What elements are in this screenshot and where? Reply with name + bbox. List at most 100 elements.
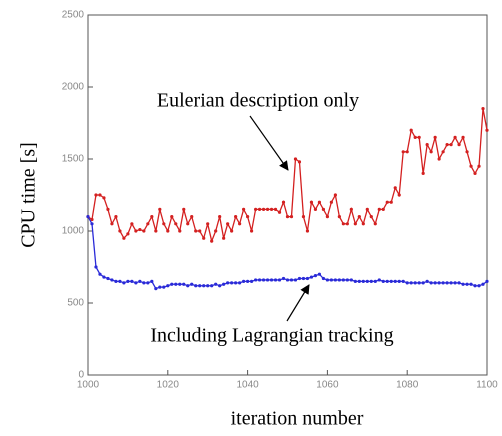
data-point	[365, 207, 369, 211]
data-point	[277, 210, 282, 214]
data-point	[281, 276, 286, 281]
data-point	[301, 276, 306, 281]
data-point	[417, 135, 421, 139]
data-point	[226, 281, 230, 285]
data-point	[178, 229, 182, 233]
data-point	[182, 282, 186, 286]
data-point	[341, 278, 345, 282]
data-point	[457, 143, 461, 147]
annotation: Eulerian description only	[157, 90, 359, 112]
data-point	[194, 229, 198, 233]
y-tick-label: 2000	[62, 82, 85, 93]
data-point	[222, 236, 226, 240]
data-point	[194, 284, 198, 288]
data-point	[333, 193, 337, 197]
data-point	[174, 282, 178, 286]
data-point	[246, 215, 250, 219]
y-tick-label: 500	[67, 298, 84, 309]
data-point	[413, 135, 417, 139]
data-point	[190, 282, 194, 286]
data-point	[313, 207, 318, 211]
x-tick-label: 1100	[476, 380, 498, 391]
data-point	[265, 278, 270, 282]
data-point	[122, 236, 126, 240]
data-point	[453, 135, 457, 139]
data-point	[158, 207, 162, 211]
data-point	[389, 279, 393, 283]
data-point	[353, 279, 357, 283]
data-point	[138, 227, 142, 232]
data-point	[202, 284, 206, 288]
data-point	[457, 281, 461, 285]
data-point	[385, 200, 389, 204]
x-tick-label: 1080	[396, 380, 419, 391]
data-point	[381, 279, 385, 283]
data-point	[433, 135, 437, 139]
data-point	[413, 281, 417, 285]
data-point	[465, 150, 469, 154]
data-point	[122, 281, 126, 285]
data-point	[218, 284, 222, 288]
data-point	[186, 284, 190, 288]
data-point	[106, 276, 110, 281]
data-point	[377, 278, 381, 282]
data-point	[114, 215, 118, 219]
y-tick-label: 0	[78, 370, 84, 381]
data-point	[337, 215, 341, 219]
data-point	[118, 229, 122, 233]
data-point	[166, 284, 170, 288]
data-point	[393, 279, 397, 283]
data-point	[317, 200, 322, 204]
annotation-arrow	[249, 115, 289, 171]
data-point	[353, 222, 357, 226]
data-point	[433, 281, 437, 285]
data-point	[373, 279, 377, 283]
data-point	[309, 200, 314, 204]
annotation: Including Lagrangian tracking	[150, 325, 393, 347]
data-point	[261, 278, 266, 282]
data-point	[102, 275, 106, 279]
data-point	[210, 239, 214, 243]
data-point	[150, 215, 154, 219]
data-point	[186, 222, 190, 226]
data-point	[345, 278, 349, 282]
data-point	[385, 279, 389, 283]
data-point	[273, 207, 278, 211]
data-point	[190, 215, 194, 219]
data-point	[333, 278, 337, 282]
data-point	[373, 222, 377, 226]
data-point	[277, 278, 282, 282]
data-point	[405, 150, 409, 154]
data-point	[425, 143, 429, 147]
data-point	[98, 272, 102, 276]
data-point	[461, 135, 465, 139]
data-point	[425, 279, 429, 283]
data-point	[449, 281, 453, 285]
data-point	[437, 281, 441, 285]
data-point	[461, 282, 465, 286]
plot-frame	[87, 14, 488, 376]
data-point	[369, 215, 373, 219]
data-point	[158, 285, 162, 289]
data-point	[198, 284, 202, 288]
data-point	[281, 200, 286, 204]
data-point	[409, 281, 413, 285]
data-point	[305, 276, 310, 281]
data-point	[178, 282, 182, 286]
data-point	[118, 279, 122, 283]
data-point	[86, 215, 90, 219]
data-point	[142, 281, 146, 285]
data-point	[449, 143, 453, 147]
data-point	[321, 207, 326, 211]
y-tick-label: 1500	[62, 154, 85, 165]
x-axis-label: iteration number	[231, 408, 364, 430]
data-point	[226, 222, 230, 226]
data-point	[441, 281, 445, 285]
data-point	[142, 229, 146, 233]
data-point	[349, 207, 353, 211]
data-point	[242, 279, 246, 283]
data-point	[126, 232, 130, 236]
data-point	[357, 279, 361, 283]
data-point	[130, 222, 134, 226]
